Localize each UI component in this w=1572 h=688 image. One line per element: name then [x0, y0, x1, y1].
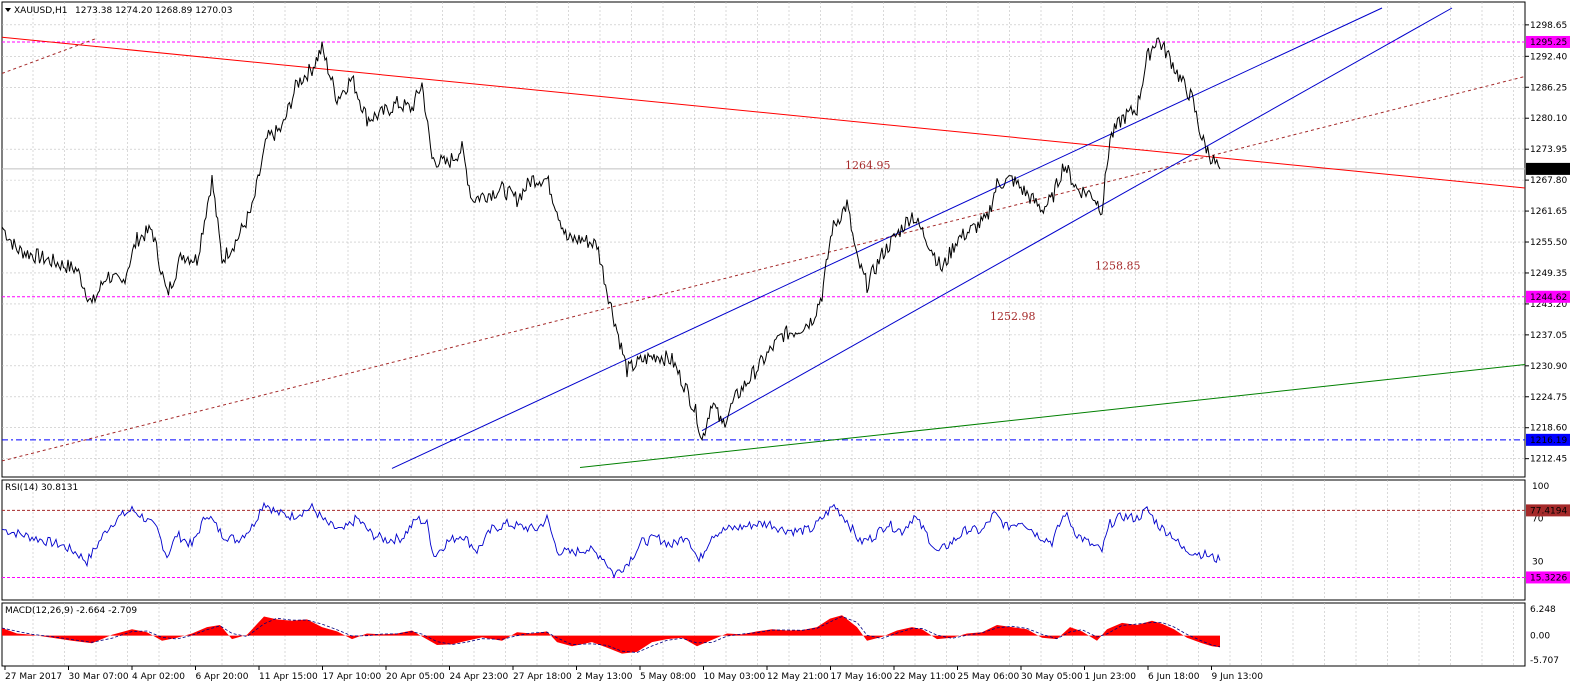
- rsi-level-label: 77.4194: [1530, 506, 1567, 516]
- x-tick-label: 17 Apr 10:00: [323, 672, 382, 682]
- y-tick-label: 1224.75: [1530, 393, 1567, 403]
- x-tick-label: 27 Mar 2017: [5, 672, 62, 682]
- macd-tick-label: 0.00: [1530, 632, 1550, 642]
- level-tag: [1526, 35, 1570, 48]
- y-tick-label: 1218.60: [1530, 424, 1567, 434]
- y-tick-label: 1212.45: [1530, 455, 1567, 465]
- y-tick-label: 1243.20: [1530, 300, 1567, 310]
- trend-line: [2, 75, 1525, 462]
- rsi-tick-label: 100: [1532, 482, 1549, 492]
- y-tick-label: 1286.25: [1530, 83, 1567, 93]
- rsi-level-label: 15.3226: [1530, 573, 1567, 583]
- panel-frame-price: [1, 1, 1526, 478]
- x-tick-label: 5 May 08:00: [640, 672, 696, 682]
- y-tick-label: 1237.05: [1530, 331, 1567, 341]
- x-tick-label: 17 May 16:00: [831, 672, 893, 682]
- trend-line: [391, 7, 1383, 469]
- price-series: [1, 37, 1221, 442]
- price-annotation: 1264.95: [845, 159, 891, 172]
- x-tick-label: 6 Apr 20:00: [196, 672, 249, 682]
- x-tick-label: 20 Apr 05:00: [386, 672, 445, 682]
- rsi-level-tag: [1526, 571, 1570, 584]
- y-tick-label: 1280.10: [1530, 114, 1567, 124]
- x-tick-label: 12 May 21:00: [767, 672, 829, 682]
- x-tick-label: 2 May 13:00: [577, 672, 633, 682]
- y-tick-label: 1230.90: [1530, 362, 1567, 372]
- panel-frame-rsi: [1, 479, 1526, 601]
- rsi-tick-label: 30: [1532, 558, 1544, 568]
- y-tick-label: 1298.65: [1530, 21, 1567, 31]
- x-tick-label: 11 Apr 15:00: [259, 672, 318, 682]
- y-tick-label: 1273.95: [1530, 145, 1567, 155]
- x-tick-label: 24 Apr 23:00: [450, 672, 509, 682]
- x-tick-label: 4 Apr 02:00: [132, 672, 185, 682]
- x-tick-label: 6 Jun 18:00: [1148, 672, 1200, 682]
- rsi-series: [1, 501, 1221, 579]
- trend-line: [579, 364, 1525, 468]
- ohlc-label: 1273.38 1274.20 1268.89 1270.03: [75, 6, 232, 16]
- x-tick-label: 22 May 11:00: [894, 672, 956, 682]
- x-tick-label: 9 Jun 13:00: [1212, 672, 1264, 682]
- macd-tick-label: 6.248: [1530, 605, 1556, 615]
- price-annotation: 1258.85: [1095, 260, 1141, 273]
- trend-line: [2, 37, 98, 74]
- y-tick-label: 1267.80: [1530, 176, 1567, 186]
- trend-line: [701, 7, 1453, 432]
- rsi-label: RSI(14) 30.8131: [5, 483, 78, 493]
- x-tick-label: 10 May 03:00: [704, 672, 766, 682]
- x-tick-label: 30 Mar 07:00: [69, 672, 129, 682]
- current-price-label: 1270.03: [1530, 165, 1567, 175]
- y-tick-label: 1255.50: [1530, 238, 1567, 248]
- trend-line: [2, 36, 1525, 189]
- rsi-level-tag: [1526, 504, 1570, 517]
- macd-histogram: [2, 615, 1220, 654]
- price-annotation: 1252.98: [990, 310, 1036, 323]
- x-tick-label: 27 Apr 18:00: [513, 672, 572, 682]
- level-tag-label: 1244.62: [1530, 293, 1567, 303]
- y-tick-label: 1261.65: [1530, 207, 1567, 217]
- macd-tick-label: -5.707: [1530, 656, 1559, 666]
- x-tick-label: 25 May 06:00: [958, 672, 1020, 682]
- rsi-tick-label: 70: [1532, 514, 1544, 524]
- x-tick-label: 1 Jun 23:00: [1085, 672, 1137, 682]
- current-price-tag: [1526, 162, 1570, 175]
- level-tag: [1526, 290, 1570, 303]
- level-tag-label: 1295.25: [1530, 38, 1567, 48]
- macd-signal-line: [1, 616, 1221, 653]
- y-tick-label: 1292.40: [1530, 52, 1567, 62]
- y-tick-label: 1249.35: [1530, 269, 1567, 279]
- x-tick-label: 30 May 05:00: [1021, 672, 1083, 682]
- level-tag: [1526, 433, 1570, 446]
- level-tag-label: 1216.19: [1530, 436, 1567, 446]
- chart-menu-icon: [5, 8, 11, 12]
- macd-label: MACD(12,26,9) -2.664 -2.709: [5, 606, 137, 616]
- symbol-label: XAUUSD,H1: [14, 6, 68, 16]
